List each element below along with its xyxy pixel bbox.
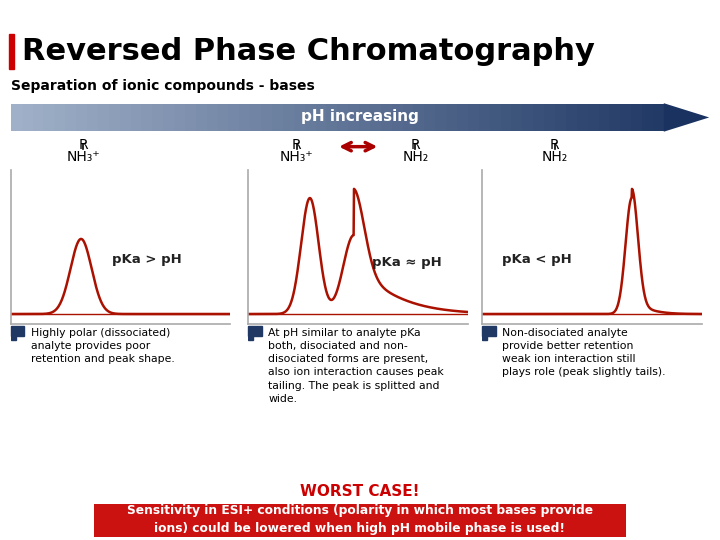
Text: R: R [410,138,420,152]
Polygon shape [468,104,479,131]
Polygon shape [413,104,424,131]
Polygon shape [32,104,43,131]
Polygon shape [436,104,446,131]
Polygon shape [196,104,207,131]
Polygon shape [402,104,413,131]
Text: NH₂: NH₂ [402,151,428,165]
Polygon shape [251,104,261,131]
Polygon shape [566,104,577,131]
Polygon shape [261,104,272,131]
Bar [11,333,16,340]
Text: R: R [550,138,559,152]
Polygon shape [207,104,217,131]
Text: pKa ≈ pH: pKa ≈ pH [372,256,441,269]
Polygon shape [305,104,315,131]
Polygon shape [163,104,174,131]
Polygon shape [174,104,185,131]
Bar [482,333,487,340]
Bar [248,333,253,340]
Text: Non-disociated analyte
provide better retention
weak ion interaction still
plays: Non-disociated analyte provide better re… [502,328,666,377]
Polygon shape [217,104,228,131]
Polygon shape [153,104,163,131]
Polygon shape [54,104,66,131]
Polygon shape [609,104,620,131]
Text: R: R [78,138,88,152]
Text: pKa > pH: pKa > pH [112,253,182,266]
Text: Highly polar (dissociated)
analyte provides poor
retention and peak shape.: Highly polar (dissociated) analyte provi… [30,328,174,364]
Bar [482,326,495,336]
Polygon shape [457,104,468,131]
Text: NH₂: NH₂ [541,151,568,165]
Bar [248,326,261,336]
Polygon shape [446,104,457,131]
Polygon shape [98,104,109,131]
FancyBboxPatch shape [83,503,637,538]
Polygon shape [43,104,54,131]
Polygon shape [315,104,326,131]
Polygon shape [577,104,588,131]
Polygon shape [120,104,130,131]
Polygon shape [544,104,555,131]
Text: Reversed Phase Chromatography: Reversed Phase Chromatography [22,37,595,66]
Polygon shape [653,104,664,131]
Polygon shape [631,104,642,131]
Polygon shape [598,104,609,131]
Polygon shape [239,104,251,131]
Polygon shape [272,104,283,131]
Polygon shape [479,104,490,131]
Polygon shape [294,104,305,131]
Text: WORST CASE!: WORST CASE! [300,484,420,498]
Polygon shape [642,104,653,131]
Polygon shape [109,104,120,131]
Polygon shape [228,104,239,131]
Polygon shape [185,104,196,131]
Polygon shape [534,104,544,131]
Polygon shape [359,104,370,131]
Polygon shape [392,104,402,131]
Text: NH₃⁺: NH₃⁺ [280,151,313,165]
Text: At pH similar to analyte pKa
both, disociated and non-
disociated forms are pres: At pH similar to analyte pKa both, disoc… [268,328,444,404]
Polygon shape [370,104,381,131]
Polygon shape [87,104,98,131]
Polygon shape [22,104,32,131]
Text: NH₃⁺: NH₃⁺ [66,151,100,165]
Polygon shape [11,104,22,131]
Polygon shape [424,104,436,131]
Polygon shape [588,104,598,131]
Polygon shape [511,104,522,131]
Polygon shape [500,104,511,131]
Polygon shape [337,104,348,131]
Polygon shape [76,104,87,131]
Bar [9,34,14,69]
Polygon shape [66,104,76,131]
Polygon shape [490,104,500,131]
Polygon shape [130,104,141,131]
Text: pH increasing: pH increasing [301,110,419,124]
Polygon shape [326,104,337,131]
Polygon shape [555,104,566,131]
Bar [11,326,24,336]
Text: Sensitivity in ESI+ conditions (polarity in which most bases provide
ions) could: Sensitivity in ESI+ conditions (polarity… [127,504,593,535]
Text: R: R [292,138,302,152]
Text: Separation of ionic compounds - bases: Separation of ionic compounds - bases [11,79,315,93]
Polygon shape [620,104,631,131]
Polygon shape [522,104,534,131]
Polygon shape [664,103,709,132]
Polygon shape [348,104,359,131]
Polygon shape [283,104,294,131]
Text: pKa < pH: pKa < pH [503,253,572,266]
Polygon shape [381,104,392,131]
Polygon shape [141,104,153,131]
